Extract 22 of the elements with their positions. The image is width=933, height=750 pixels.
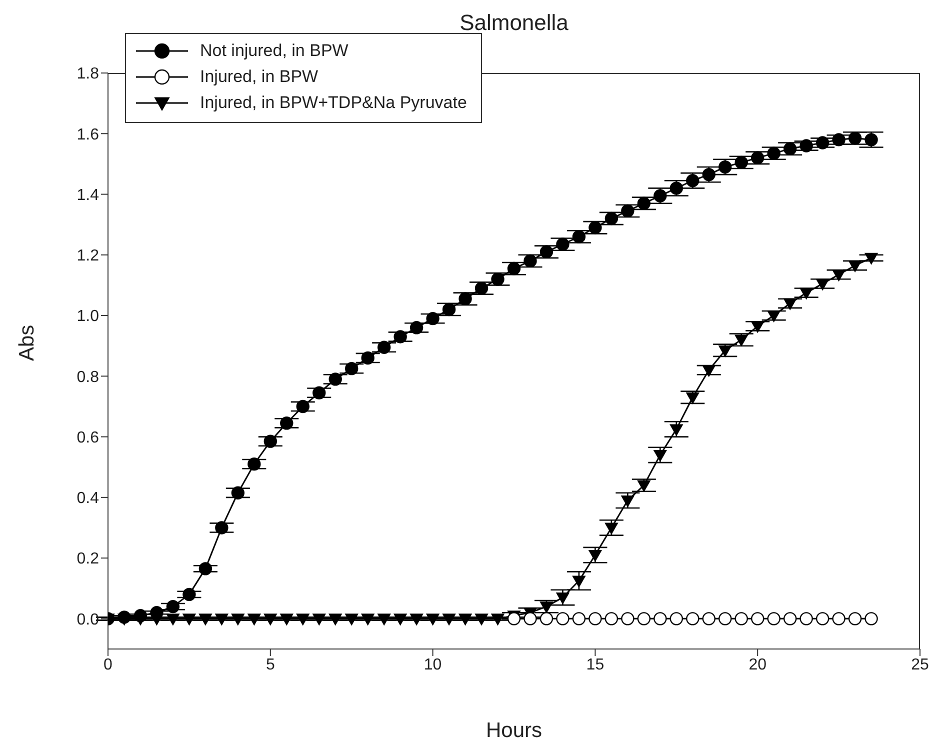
chart-title: Salmonella [458, 10, 570, 36]
y-tick-label: 0.4 [76, 490, 100, 508]
y-tick-label: 0.8 [76, 368, 100, 386]
x-axis-title: Hours [486, 719, 542, 742]
y-axis-title: Abs [15, 324, 38, 361]
y-tick-label: 0.2 [76, 550, 100, 568]
y-tick-label: 0.6 [76, 429, 100, 446]
y-tick-label: 1.4 [76, 186, 100, 204]
y-tick-label: 1.6 [76, 126, 100, 144]
y-tick-label: 0.0 [76, 611, 100, 628]
x-tick-label: 25 [911, 656, 929, 674]
legend-label: Not injured, in BPW [200, 41, 348, 61]
y-tick-label: 1.2 [76, 248, 100, 265]
legend-label: Injured, in BPW [200, 67, 318, 87]
x-tick-label: 0 [104, 656, 113, 674]
x-tick-label: 10 [424, 656, 442, 674]
x-tick-label: 5 [266, 656, 275, 674]
legend-label: Injured, in BPW+TDP&Na Pyruvate [200, 93, 467, 113]
y-tick-label: 1.0 [76, 308, 100, 326]
x-tick-label: 20 [748, 656, 767, 674]
y-tick-label: 1.8 [76, 66, 100, 83]
x-tick-label: 15 [586, 656, 604, 674]
